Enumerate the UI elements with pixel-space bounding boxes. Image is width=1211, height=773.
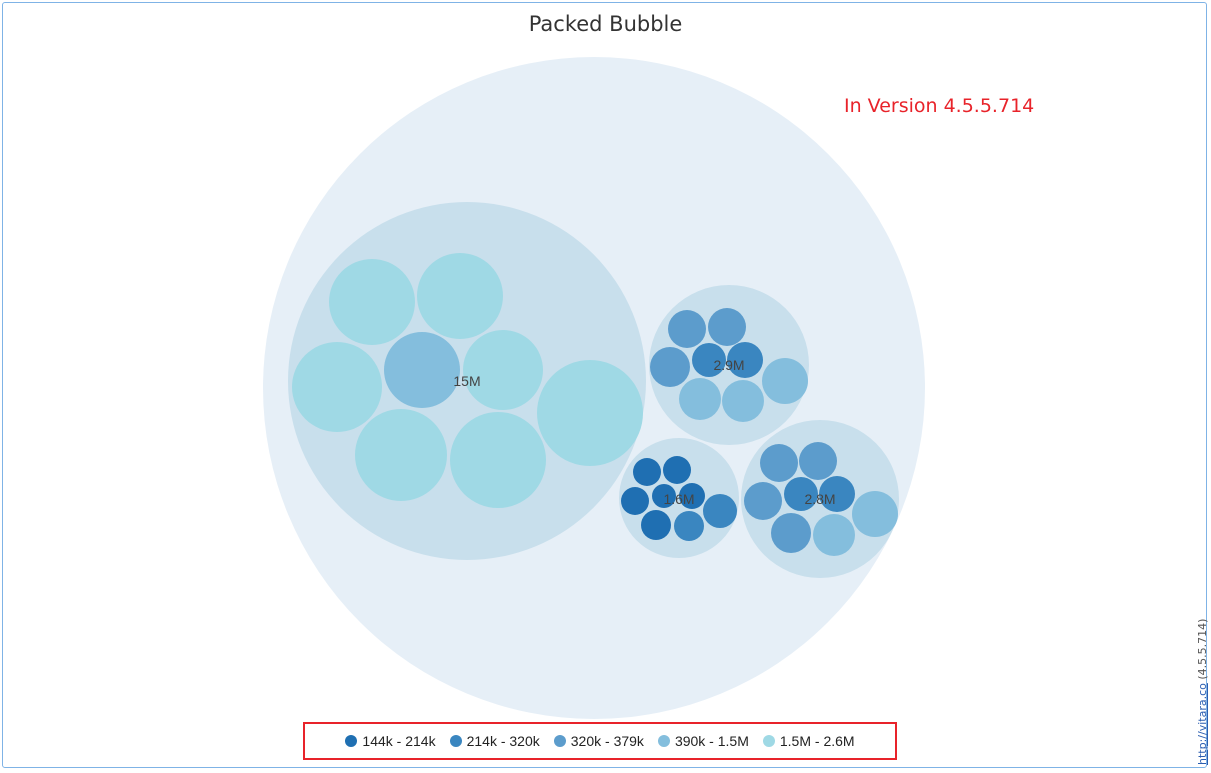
leaf-bubble[interactable] <box>668 310 706 348</box>
legend-label: 320k - 379k <box>570 733 644 749</box>
leaf-bubble[interactable] <box>799 442 837 480</box>
legend-swatch <box>657 735 670 747</box>
leaf-bubble[interactable] <box>384 332 460 408</box>
leaf-bubble[interactable] <box>762 358 808 404</box>
legend-item[interactable]: 1.5M - 2.6M <box>762 733 855 749</box>
leaf-bubble[interactable] <box>674 511 704 541</box>
leaf-bubble[interactable] <box>727 342 763 378</box>
leaf-bubble[interactable] <box>652 484 676 508</box>
leaf-bubble[interactable] <box>679 483 705 509</box>
leaf-bubble[interactable] <box>692 343 726 377</box>
leaf-bubble[interactable] <box>679 378 721 420</box>
legend-label: 1.5M - 2.6M <box>779 733 855 749</box>
group-value-label: 15M <box>453 373 480 389</box>
leaf-bubble[interactable] <box>537 360 643 466</box>
legend-label: 214k - 320k <box>466 733 540 749</box>
legend-item[interactable]: 144k - 214k <box>345 733 436 749</box>
leaf-bubble[interactable] <box>450 412 546 508</box>
legend-item[interactable]: 214k - 320k <box>449 733 540 749</box>
legend: 144k - 214k 214k - 320k 320k - 379k 390k - … <box>303 722 897 760</box>
leaf-bubble[interactable] <box>633 458 661 486</box>
leaf-bubble[interactable] <box>650 347 690 387</box>
group-value-label: 2.8M <box>804 491 835 507</box>
legend-swatch <box>345 735 358 747</box>
legend-item[interactable]: 390k - 1.5M <box>657 733 749 749</box>
leaf-bubble[interactable] <box>417 253 503 339</box>
leaf-bubble[interactable] <box>722 380 764 422</box>
leaf-bubble[interactable] <box>329 259 415 345</box>
leaf-bubble[interactable] <box>355 409 447 501</box>
leaf-bubble[interactable] <box>852 491 898 537</box>
leaf-bubble[interactable] <box>641 510 671 540</box>
legend-label: 144k - 214k <box>362 733 436 749</box>
leaf-bubble[interactable] <box>760 444 798 482</box>
leaf-bubble[interactable] <box>744 482 782 520</box>
group-value-label: 1.6M <box>663 491 694 507</box>
legend-swatch <box>762 735 775 747</box>
legend-swatch <box>553 735 566 747</box>
leaf-bubble[interactable] <box>663 456 691 484</box>
leaf-bubble[interactable] <box>813 514 855 556</box>
credit: http://vitara.co (4.5.5.714) <box>1196 619 1209 765</box>
legend-swatch <box>449 735 462 747</box>
credit-version: (4.5.5.714) <box>1196 618 1209 680</box>
credit-link[interactable]: http://vitara.co <box>1196 683 1209 765</box>
group-value-label: 2.9M <box>713 357 744 373</box>
chart-title: Packed Bubble <box>528 12 683 36</box>
version-annotation: In Version 4.5.5.714 <box>844 95 1035 117</box>
leaf-bubble[interactable] <box>621 487 649 515</box>
leaf-bubble[interactable] <box>819 476 855 512</box>
leaf-bubble[interactable] <box>784 477 818 511</box>
leaf-bubble[interactable] <box>292 342 382 432</box>
legend-item[interactable]: 320k - 379k <box>553 733 644 749</box>
leaf-bubble[interactable] <box>703 494 737 528</box>
legend-label: 390k - 1.5M <box>674 733 749 749</box>
leaf-bubble[interactable] <box>771 513 811 553</box>
leaf-bubble[interactable] <box>708 308 746 346</box>
leaf-bubble[interactable] <box>463 330 543 410</box>
